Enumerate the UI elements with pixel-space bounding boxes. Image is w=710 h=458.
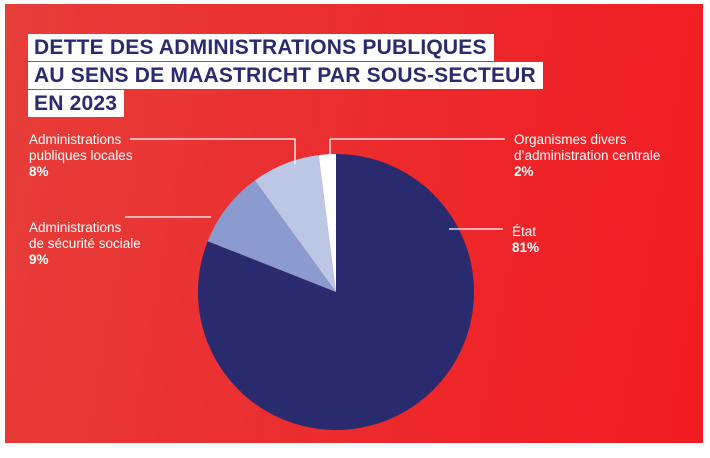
slice-label-4: Organismes divers d’administration centra… [514,132,660,179]
title-line-2: AU SENS DE MAASTRICHT PAR SOUS-SECTEUR [28,62,543,89]
slice-label-line: État [512,224,536,239]
chart-card: DETTE DES ADMINISTRATIONS PUBLIQUES AU S… [5,4,703,443]
title-line-1: DETTE DES ADMINISTRATIONS PUBLIQUES [28,34,494,61]
slice-label-line: publiques locales [29,148,133,163]
leader-lines [125,138,505,230]
pie-slice-1 [197,154,474,430]
slice-label-line: Administrations [29,220,122,235]
chart-title: DETTE DES ADMINISTRATIONS PUBLIQUES AU S… [28,34,543,118]
slice-value-label: 81% [512,240,539,255]
slice-label-2: Administrations de sécurité sociale 9% [29,220,141,267]
slice-label-3: Administrations publiques locales 8% [29,132,133,179]
pie-slice-2 [207,180,336,292]
slice-label-line: Organismes divers [514,132,627,147]
slice-label-line: Administrations [29,132,122,147]
leader-line-3 [130,138,296,164]
slice-value-label: 8% [29,164,49,179]
slice-label-1: État 81% [512,224,539,255]
slice-label-line: d’administration centrale [514,148,660,163]
slice-value-label: 9% [29,252,49,267]
slice-value-label: 2% [514,164,534,179]
pie-slices [197,154,474,430]
title-line-3: EN 2023 [28,90,125,117]
pie-slice-4 [318,154,336,292]
pie-chart: État 81%Administrations de sécurité social… [29,132,660,430]
pie-slice-3 [254,155,336,292]
slice-labels: État 81%Administrations de sécurité social… [29,132,660,267]
slice-label-line: de sécurité sociale [29,236,141,251]
